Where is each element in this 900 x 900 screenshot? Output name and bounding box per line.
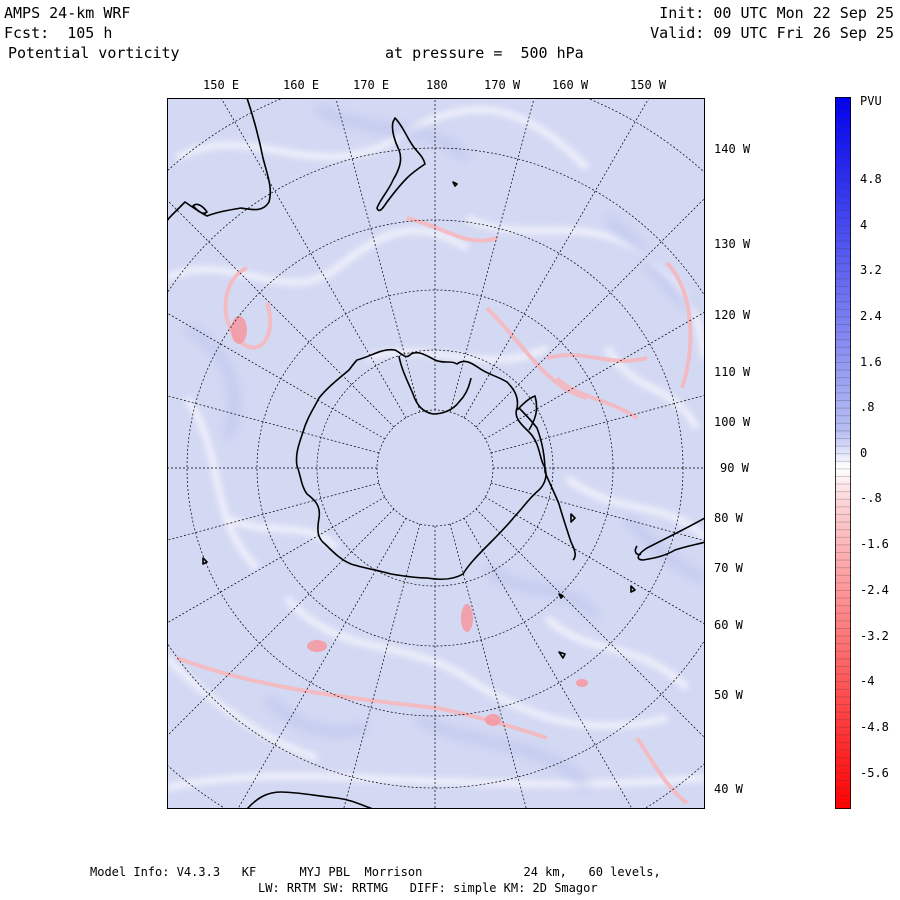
potential-vorticity-map — [167, 98, 705, 809]
model-info-line1: Model Info: V4.3.3 KF MYJ PBL Morrison 2… — [90, 865, 661, 879]
lon-label-right: 130 W — [714, 237, 751, 251]
pressure-level: at pressure = 500 hPa — [385, 44, 584, 62]
init-time: Init: 00 UTC Mon 22 Sep 25 — [659, 4, 894, 22]
valid-time: Valid: 09 UTC Fri 26 Sep 25 — [650, 24, 894, 42]
pv-negative-filaments — [176, 216, 693, 805]
colorbar-label: 3.2 — [860, 263, 882, 277]
pv-negative-spots — [231, 316, 588, 726]
antarctica-coast — [295, 348, 547, 580]
colorbar-ticks — [835, 97, 851, 809]
colorbar-label: 4 — [860, 218, 868, 232]
antarctic-peninsula — [516, 395, 576, 561]
model-title: AMPS 24-km WRF — [4, 4, 131, 22]
lon-label-right: 50 W — [714, 688, 743, 702]
lon-label-right: 80 W — [714, 511, 743, 525]
map-background — [167, 98, 705, 809]
colorbar-label: -3.2 — [860, 629, 889, 643]
lon-label-top: 160 E — [283, 78, 320, 92]
colorbar-label: -4.8 — [860, 720, 889, 734]
colorbar-label: -2.4 — [860, 583, 889, 597]
lon-label-right: 70 W — [714, 561, 743, 575]
lon-label-right: 100 W — [714, 415, 751, 429]
australia — [167, 98, 272, 223]
lon-label-right: 90 W — [720, 461, 749, 475]
colorbar — [835, 97, 851, 809]
coastlines — [167, 98, 705, 809]
new-zealand — [376, 117, 426, 212]
africa — [246, 791, 374, 809]
lon-label-right: 140 W — [714, 142, 751, 156]
lon-label-top: 170 W — [484, 78, 521, 92]
lon-label-top: 160 W — [552, 78, 589, 92]
colorbar-label: 2.4 — [860, 309, 882, 323]
lon-label-top: 150 W — [630, 78, 667, 92]
lon-label-right: 120 W — [714, 308, 751, 322]
lon-label-right: 110 W — [714, 365, 751, 379]
lon-label-right: 40 W — [714, 782, 743, 796]
colorbar-label: -4 — [860, 674, 875, 688]
map-frame — [167, 98, 705, 809]
colorbar-label: .8 — [860, 400, 875, 414]
forecast-hour: Fcst: 105 h — [4, 24, 113, 42]
colorbar-label: 1.6 — [860, 355, 882, 369]
lon-label-top: 180 — [426, 78, 448, 92]
colorbar-label: 4.8 — [860, 172, 882, 186]
colorbar-label: -.8 — [860, 491, 882, 505]
lon-label-right: 60 W — [714, 618, 743, 632]
lon-label-top: 150 E — [203, 78, 240, 92]
model-info-line2: LW: RRTM SW: RRTMG DIFF: simple KM: 2D S… — [258, 881, 598, 895]
field-name: Potential vorticity — [8, 44, 180, 62]
south-america — [637, 517, 705, 561]
colorbar-unit: PVU — [860, 94, 882, 108]
colorbar-label: -1.6 — [860, 537, 889, 551]
colorbar-label: -5.6 — [860, 766, 889, 780]
graticule — [167, 98, 705, 809]
lon-label-top: 170 E — [353, 78, 390, 92]
colorbar-label: 0 — [860, 446, 868, 460]
